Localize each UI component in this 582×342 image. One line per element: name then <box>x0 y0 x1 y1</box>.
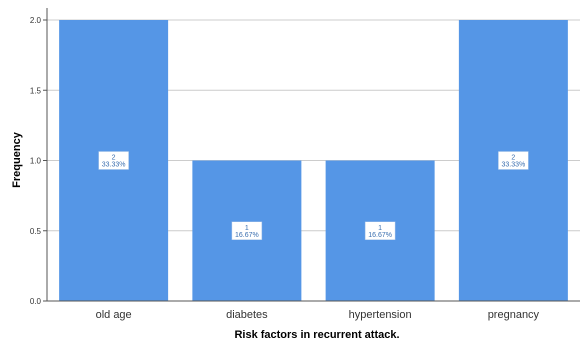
x-tick-label: old age <box>96 309 132 321</box>
x-tick-label: hypertension <box>349 309 412 321</box>
data-label: 116.67% <box>231 221 263 240</box>
data-label-percent: 16.67% <box>235 232 259 239</box>
data-label-percent: 33.33% <box>102 162 126 169</box>
data-label-box <box>498 151 529 170</box>
y-tick-label: 0.0 <box>30 297 42 306</box>
data-label-count: 1 <box>245 225 249 232</box>
x-tick-label: diabetes <box>226 309 268 321</box>
x-tick-label: pregnancy <box>488 309 540 321</box>
data-label-count: 2 <box>112 155 116 162</box>
data-label: 116.67% <box>364 221 396 240</box>
data-label: 233.33% <box>98 151 129 170</box>
y-tick-label: 0.5 <box>30 227 42 236</box>
data-label-count: 1 <box>378 225 382 232</box>
axes: 0.0 0.5 1.0 1.5 2.0 old age diabetes hypertensi… <box>30 8 580 321</box>
y-tick-label: 2.0 <box>30 16 42 25</box>
data-label-percent: 33.33% <box>502 162 526 169</box>
data-label-count: 2 <box>511 155 515 162</box>
data-labels: 233.33%116.67%116.67%233.33% <box>98 151 529 240</box>
y-tick-label: 1.0 <box>30 157 42 166</box>
data-label-box <box>98 151 129 170</box>
x-axis-title: Risk factors in recurrent attack. <box>234 329 399 341</box>
data-label-box <box>231 221 263 240</box>
y-axis-title: Frequency <box>11 131 23 188</box>
data-label: 233.33% <box>498 151 529 170</box>
data-label-percent: 16.67% <box>368 232 392 239</box>
data-label-box <box>364 221 396 240</box>
y-tick-label: 1.5 <box>30 86 42 95</box>
